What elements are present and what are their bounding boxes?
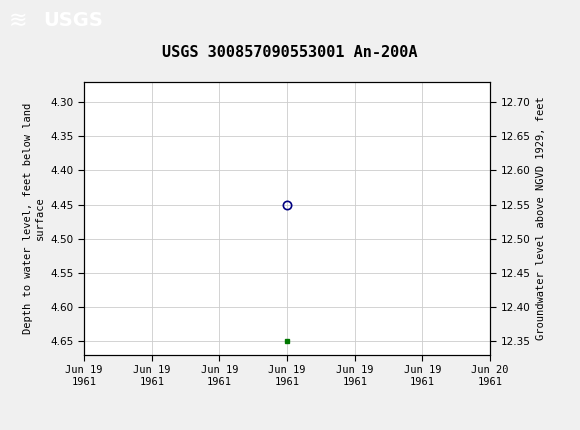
Text: USGS 300857090553001 An-200A: USGS 300857090553001 An-200A xyxy=(162,45,418,60)
Y-axis label: Groundwater level above NGVD 1929, feet: Groundwater level above NGVD 1929, feet xyxy=(536,96,546,340)
Text: USGS: USGS xyxy=(44,11,103,30)
Y-axis label: Depth to water level, feet below land
surface: Depth to water level, feet below land su… xyxy=(23,103,45,334)
Text: ≋: ≋ xyxy=(9,10,27,31)
